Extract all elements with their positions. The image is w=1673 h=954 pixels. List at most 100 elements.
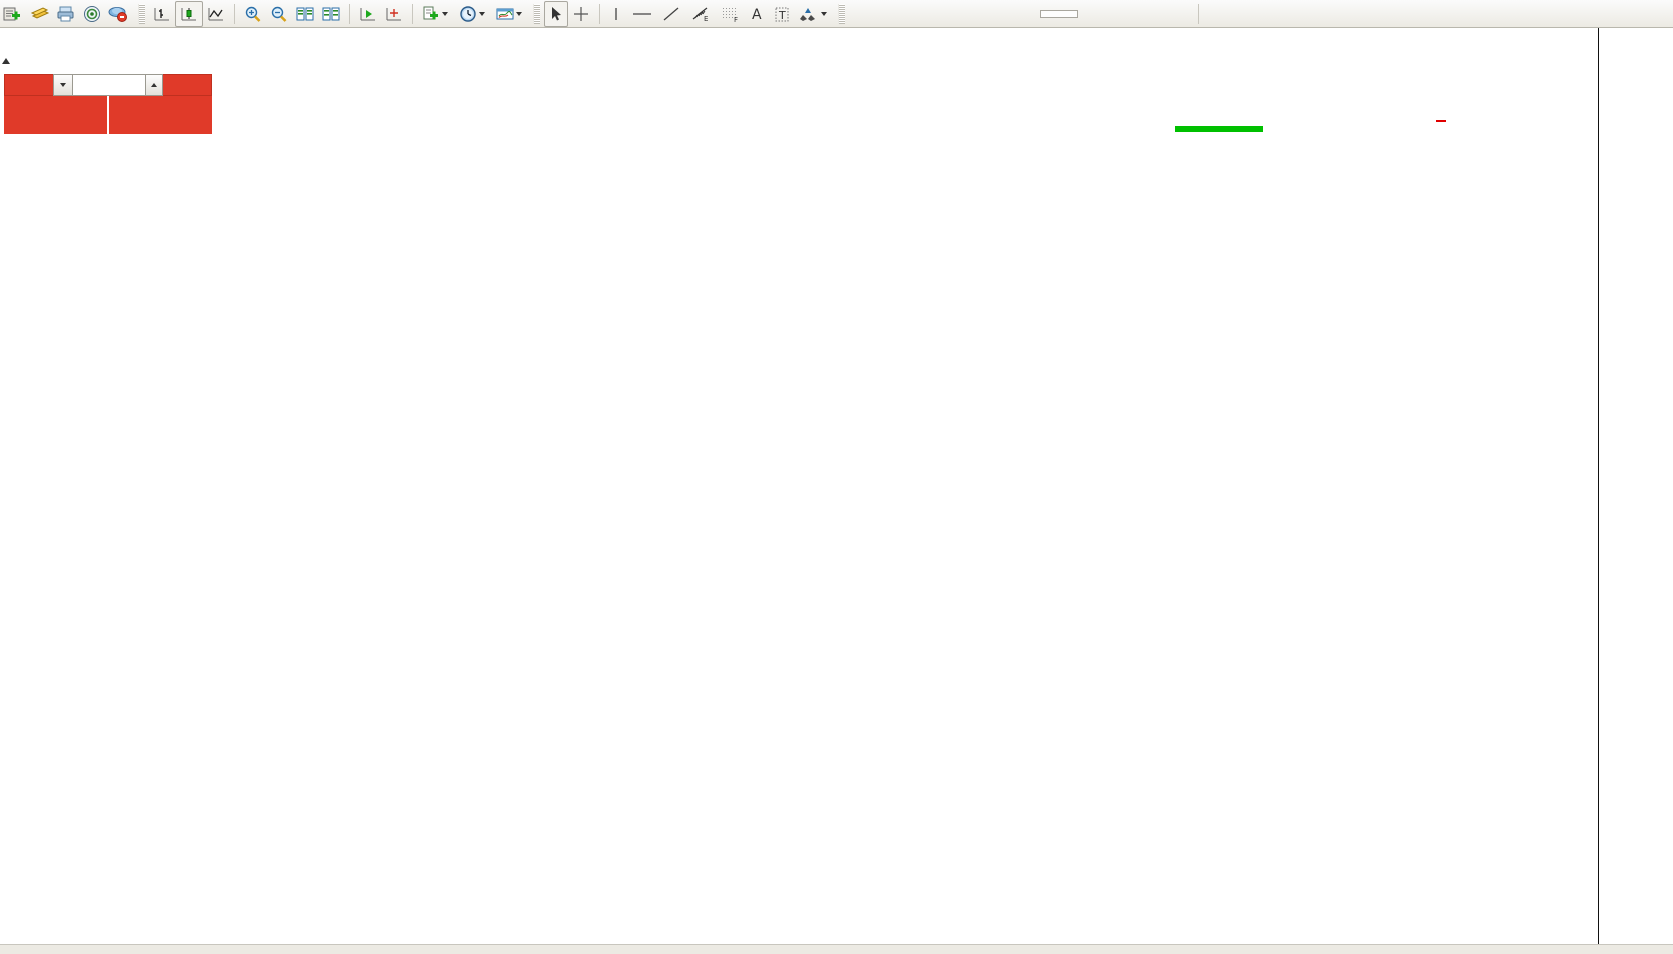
chevron-down-icon-4[interactable] xyxy=(821,11,827,16)
market-watch-button[interactable] xyxy=(27,2,53,26)
chevron-down-icon[interactable] xyxy=(442,11,448,16)
fibonacci-button[interactable]: E xyxy=(685,2,715,26)
fibo-fan-icon: F xyxy=(718,5,742,23)
bar-chart-icon xyxy=(152,5,172,23)
navigator-button[interactable] xyxy=(53,2,79,26)
templates-icon xyxy=(495,5,515,23)
green-highlight-bar xyxy=(1175,126,1263,132)
period-button[interactable] xyxy=(455,2,492,26)
zoom-out-icon xyxy=(269,5,289,23)
shift-end-icon xyxy=(358,5,378,23)
main-toolbar: E F A xyxy=(0,0,1673,28)
toolbar-grip-2[interactable] xyxy=(533,3,540,24)
line-chart-button[interactable] xyxy=(203,2,229,26)
timeframe-m15[interactable] xyxy=(926,11,962,17)
crosshair-button[interactable] xyxy=(568,2,594,26)
chevron-down-icon-volume xyxy=(60,83,66,87)
chevron-down-icon-3[interactable] xyxy=(516,11,522,16)
new-order-icon xyxy=(3,5,21,23)
templates-button[interactable] xyxy=(492,2,529,26)
text-label-button[interactable]: T xyxy=(769,2,795,26)
buy-button[interactable] xyxy=(163,74,212,96)
timeframe-h1[interactable] xyxy=(1002,11,1038,17)
tile-windows-icon xyxy=(295,5,315,23)
toolbar-separator xyxy=(234,3,235,24)
data-window-icon xyxy=(321,5,341,23)
toolbar-separator-3 xyxy=(412,3,413,24)
toolbar-separator-5 xyxy=(1198,3,1199,24)
auto-scroll-icon xyxy=(384,5,404,23)
octp-prices-row xyxy=(4,96,212,134)
price-tag-annotation xyxy=(1436,120,1446,122)
cursor-icon xyxy=(548,5,564,23)
crosshair-icon xyxy=(571,5,591,23)
timeframe-h4[interactable] xyxy=(1040,9,1078,18)
status-bar xyxy=(0,944,1673,954)
svg-text:T: T xyxy=(778,9,786,22)
sell-price-display[interactable] xyxy=(4,96,107,134)
volume-up-button[interactable] xyxy=(145,74,163,96)
timeframe-m1[interactable] xyxy=(850,11,886,17)
symbol-header xyxy=(2,58,30,64)
timeframe-m30[interactable] xyxy=(964,11,1000,17)
clock-icon xyxy=(458,5,478,23)
chevron-down-icon-2[interactable] xyxy=(479,11,485,16)
horizontal-line-icon xyxy=(630,5,654,23)
bar-chart-button[interactable] xyxy=(149,2,175,26)
fibonacci-icon: E xyxy=(688,5,712,23)
candlestick-chart-button[interactable] xyxy=(175,0,203,27)
vertical-line-icon xyxy=(608,5,624,23)
shapes-icon xyxy=(798,5,820,23)
svg-text:E: E xyxy=(704,15,708,23)
indicators-button[interactable] xyxy=(418,2,455,26)
zoom-in-button[interactable] xyxy=(240,2,266,26)
chart-canvas-area[interactable] xyxy=(0,28,1673,953)
new-order-button[interactable] xyxy=(0,2,27,26)
timeframe-m5[interactable] xyxy=(888,11,924,17)
price-plot-svg xyxy=(0,28,1598,953)
collapse-arrow-icon[interactable] xyxy=(2,58,10,64)
sell-button[interactable] xyxy=(4,74,53,96)
tile-windows-button[interactable] xyxy=(292,2,318,26)
autotrading-button[interactable] xyxy=(105,2,134,26)
price-axis-line xyxy=(1598,28,1599,953)
fibo-fan-button[interactable]: F xyxy=(715,2,745,26)
toolbar-separator-4 xyxy=(599,3,600,24)
indicators-icon xyxy=(421,5,441,23)
text-label-icon: T xyxy=(772,5,792,23)
globe-icon xyxy=(82,5,102,23)
gold-bars-icon xyxy=(30,5,50,23)
horizontal-line-button[interactable] xyxy=(627,2,657,26)
timeframe-w1[interactable] xyxy=(1118,11,1154,17)
shift-end-button[interactable] xyxy=(355,2,381,26)
timeframe-d1[interactable] xyxy=(1080,11,1116,17)
terminal-button[interactable] xyxy=(79,2,105,26)
one-click-trading-panel[interactable] xyxy=(4,74,212,134)
timeframe-mn[interactable] xyxy=(1156,11,1192,17)
line-chart-icon xyxy=(206,5,226,23)
buy-price-display[interactable] xyxy=(109,96,212,134)
data-window-button[interactable] xyxy=(318,2,344,26)
vertical-line-button[interactable] xyxy=(605,2,627,26)
shapes-button[interactable] xyxy=(795,2,834,26)
cursor-button[interactable] xyxy=(544,0,568,27)
auto-scroll-button[interactable] xyxy=(381,2,407,26)
text-icon: A xyxy=(748,5,766,23)
text-button[interactable]: A xyxy=(745,2,769,26)
svg-text:F: F xyxy=(734,16,738,23)
candlestick-icon xyxy=(179,5,199,23)
price-scale[interactable] xyxy=(1598,28,1673,953)
chevron-up-icon-volume xyxy=(151,83,157,87)
volume-dropdown-button[interactable] xyxy=(53,74,73,96)
volume-input[interactable] xyxy=(73,74,145,96)
octp-controls-row xyxy=(4,74,212,96)
toolbar-separator-2 xyxy=(349,3,350,24)
trendline-icon xyxy=(660,5,682,23)
trendline-button[interactable] xyxy=(657,2,685,26)
autotrading-icon xyxy=(108,5,128,23)
toolbar-grip-3[interactable] xyxy=(838,3,845,24)
zoom-in-icon xyxy=(243,5,263,23)
toolbar-grip[interactable] xyxy=(138,3,145,24)
zoom-out-button[interactable] xyxy=(266,2,292,26)
